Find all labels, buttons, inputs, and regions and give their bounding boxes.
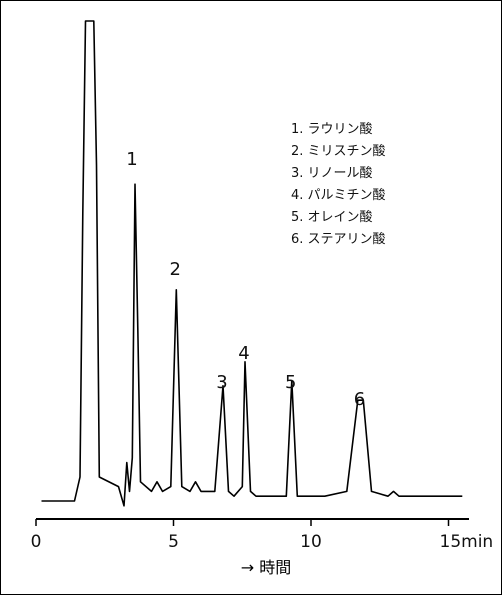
chromatogram-trace: [41, 20, 463, 507]
legend-entry: 3. リノール酸: [291, 166, 373, 181]
legend-entry: 2. ミリスチン酸: [291, 144, 386, 159]
x-tick-label: 10: [300, 532, 322, 552]
x-tick-label: 15min: [440, 532, 494, 552]
legend-entry: 1. ラウリン酸: [291, 122, 373, 137]
x-tick-label: 5: [168, 532, 179, 552]
peak-label: 2: [170, 259, 181, 280]
peak-label: 3: [216, 372, 227, 393]
x-axis-label: → 時間: [241, 558, 292, 577]
x-tick-label: 0: [31, 532, 42, 552]
peak-label: 1: [126, 149, 137, 170]
legend-entry: 4. パルミチン酸: [291, 188, 386, 203]
peak-label: 5: [285, 372, 296, 393]
legend-entry: 5. オレイン酸: [291, 210, 373, 225]
peak-label: 6: [354, 389, 365, 410]
peak-label: 4: [238, 343, 249, 364]
legend-entry: 6. ステアリン酸: [291, 232, 386, 247]
